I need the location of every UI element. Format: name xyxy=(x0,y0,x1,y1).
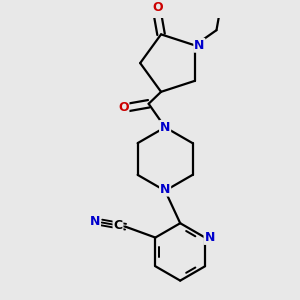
Text: N: N xyxy=(194,39,205,52)
Text: N: N xyxy=(90,215,100,228)
Text: N: N xyxy=(160,121,170,134)
Text: C: C xyxy=(113,220,123,232)
Text: O: O xyxy=(118,101,129,114)
Text: N: N xyxy=(204,231,215,244)
Text: N: N xyxy=(160,183,170,196)
Text: O: O xyxy=(152,1,163,14)
